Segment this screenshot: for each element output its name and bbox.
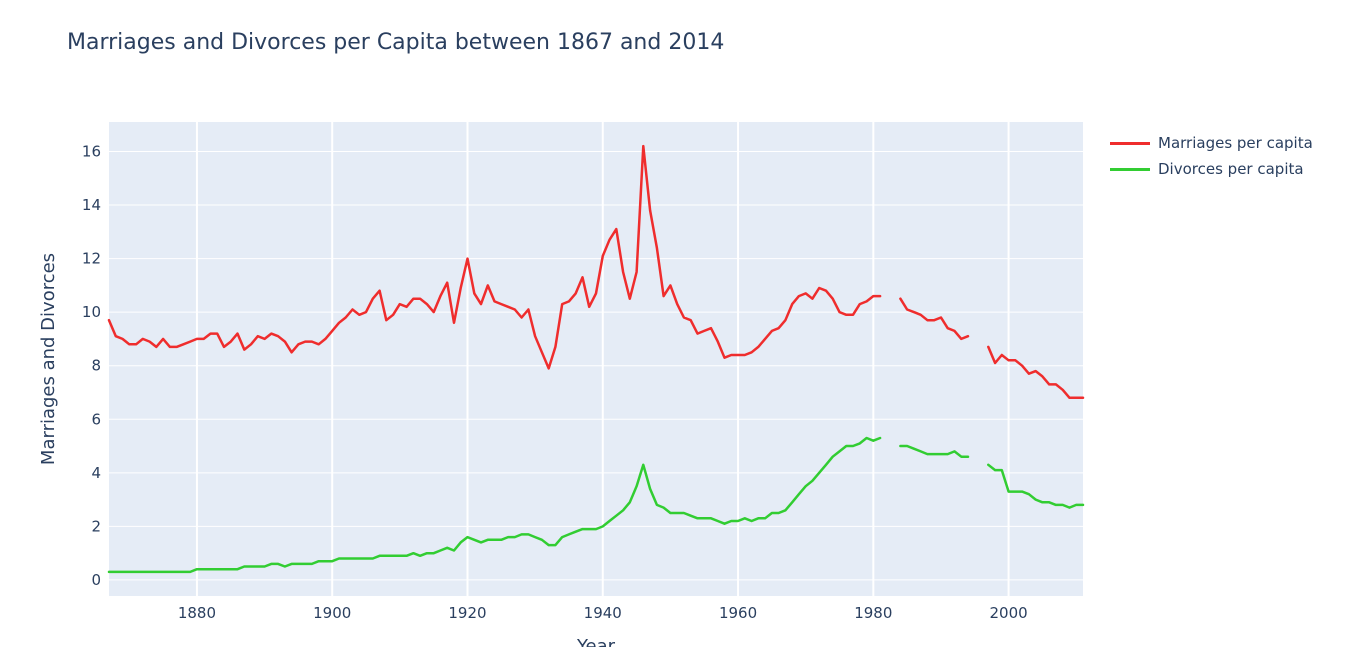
x-tick-label: 1880 bbox=[178, 604, 216, 622]
chart-title: Marriages and Divorces per Capita betwee… bbox=[67, 30, 725, 55]
series-lines bbox=[107, 144, 1085, 574]
x-tick-label: 1980 bbox=[854, 604, 892, 622]
y-axis-title: Marriages and Divorces bbox=[38, 253, 59, 465]
x-tick-label: 1920 bbox=[448, 604, 486, 622]
series-line-marriages-per-capita bbox=[107, 144, 1085, 400]
plot-background bbox=[109, 122, 1083, 596]
y-tick-label: 6 bbox=[91, 410, 101, 428]
y-tick-label: 16 bbox=[82, 142, 101, 160]
legend-label-divorces: Divorces per capita bbox=[1158, 160, 1304, 178]
y-tick-label: 10 bbox=[82, 303, 101, 321]
gridlines bbox=[109, 122, 1083, 596]
y-tick-label: 4 bbox=[91, 464, 101, 482]
y-tick-label: 2 bbox=[91, 517, 101, 535]
tick-labels: 0 2 4 6 8 10 12 14 16 1880 1900 1920 1940 1960 1980 200… bbox=[82, 142, 1028, 622]
legend-item-marriages[interactable]: Marriages per capita bbox=[1110, 130, 1313, 156]
y-tick-label: 0 bbox=[91, 571, 101, 589]
legend-swatch-divorces bbox=[1110, 167, 1150, 171]
legend-item-divorces[interactable]: Divorces per capita bbox=[1110, 156, 1313, 182]
x-tick-label: 1960 bbox=[719, 604, 757, 622]
legend: Marriages per capita Divorces per capita bbox=[1110, 130, 1313, 182]
y-tick-label: 8 bbox=[91, 357, 101, 375]
x-tick-label: 2000 bbox=[990, 604, 1028, 622]
y-tick-label: 12 bbox=[82, 250, 101, 268]
x-tick-label: 1940 bbox=[584, 604, 622, 622]
x-axis-title: Year bbox=[576, 636, 616, 647]
y-tick-label: 14 bbox=[82, 196, 101, 214]
series-line-divorces-per-capita bbox=[107, 436, 1085, 574]
x-tick-label: 1900 bbox=[313, 604, 351, 622]
legend-swatch-marriages bbox=[1110, 141, 1150, 145]
legend-label-marriages: Marriages per capita bbox=[1158, 134, 1313, 152]
